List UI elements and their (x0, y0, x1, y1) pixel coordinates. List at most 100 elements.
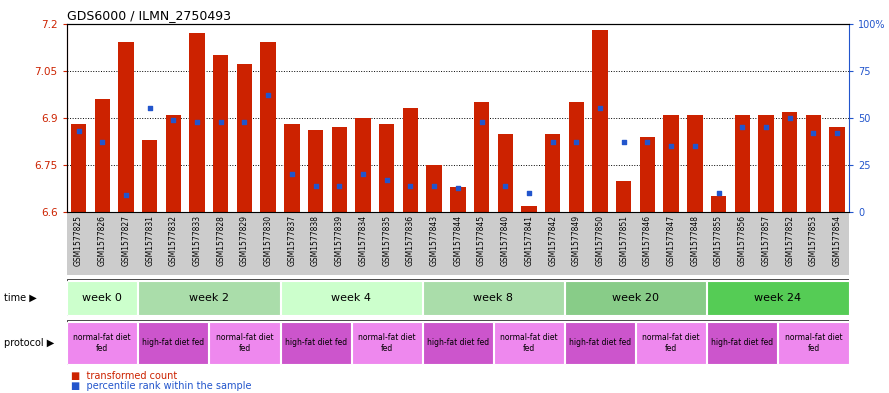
Bar (829, 127, 845, 212)
Point (119, 192, 133, 198)
Bar (94, 99, 110, 212)
Bar (118, 42, 133, 212)
Point (261, 92, 276, 98)
Point (308, 183, 323, 189)
Bar (734, 115, 750, 212)
Bar (565, 281, 706, 315)
Point (664, 143, 678, 149)
Point (356, 171, 370, 178)
Bar (284, 124, 300, 212)
Bar (498, 134, 513, 212)
Point (498, 183, 512, 189)
Bar (71, 124, 86, 212)
Point (95, 139, 109, 145)
Bar (356, 118, 371, 212)
Bar (260, 42, 276, 212)
Bar (236, 64, 252, 212)
Point (830, 130, 845, 136)
Bar (210, 322, 279, 364)
Text: normal-fat diet
fed: normal-fat diet fed (358, 333, 415, 353)
Point (522, 190, 536, 196)
Bar (708, 281, 848, 315)
Bar (423, 322, 493, 364)
Bar (450, 187, 466, 212)
Bar (545, 134, 560, 212)
Point (237, 119, 252, 125)
Point (806, 130, 821, 136)
Text: normal-fat diet
fed: normal-fat diet fed (216, 333, 273, 353)
Bar (521, 206, 537, 212)
Point (166, 117, 180, 123)
Text: GDS6000 / ILMN_2750493: GDS6000 / ILMN_2750493 (67, 9, 230, 22)
Bar (663, 115, 679, 212)
Text: high-fat diet fed: high-fat diet fed (569, 338, 631, 347)
Text: week 4: week 4 (332, 293, 371, 303)
Bar (379, 124, 395, 212)
Point (332, 183, 347, 189)
Bar (616, 181, 631, 212)
Bar (711, 196, 726, 212)
Point (451, 185, 465, 191)
Point (782, 115, 797, 121)
Point (688, 143, 702, 149)
Point (190, 119, 204, 125)
Text: high-fat diet fed: high-fat diet fed (427, 338, 489, 347)
Bar (427, 165, 442, 212)
Bar (687, 115, 702, 212)
Text: ■  transformed count: ■ transformed count (71, 371, 178, 381)
Text: high-fat diet fed: high-fat diet fed (284, 338, 347, 347)
Text: week 20: week 20 (613, 293, 659, 303)
Bar (423, 281, 564, 315)
Text: normal-fat diet
fed: normal-fat diet fed (501, 333, 557, 353)
Text: time ▶: time ▶ (4, 293, 37, 303)
Bar (352, 322, 421, 364)
Point (213, 119, 228, 125)
Text: week 8: week 8 (474, 293, 513, 303)
Text: normal-fat diet
fed: normal-fat diet fed (643, 333, 700, 353)
Bar (281, 281, 421, 315)
Bar (494, 322, 564, 364)
Point (475, 119, 489, 125)
Text: normal-fat diet
fed: normal-fat diet fed (74, 333, 131, 353)
Point (735, 124, 749, 130)
Bar (805, 115, 821, 212)
Bar (213, 55, 228, 212)
Bar (592, 30, 608, 212)
Bar (779, 322, 848, 364)
Bar (308, 130, 324, 212)
Text: week 0: week 0 (83, 293, 122, 303)
Bar (637, 322, 706, 364)
Bar (142, 140, 157, 212)
Bar (758, 115, 773, 212)
Bar (139, 281, 279, 315)
Point (71, 128, 85, 134)
Point (640, 139, 654, 145)
Bar (403, 108, 418, 212)
Bar (189, 33, 204, 212)
Bar (474, 102, 489, 212)
Point (759, 124, 773, 130)
Bar (281, 322, 350, 364)
Bar (565, 322, 635, 364)
Bar (165, 115, 181, 212)
Point (569, 139, 583, 145)
Text: protocol ▶: protocol ▶ (4, 338, 55, 348)
Text: ■  percentile rank within the sample: ■ percentile rank within the sample (71, 381, 252, 391)
Bar (332, 127, 347, 212)
Bar (640, 137, 655, 212)
Point (711, 190, 725, 196)
Text: high-fat diet fed: high-fat diet fed (142, 338, 204, 347)
Point (284, 171, 299, 178)
Point (142, 105, 156, 112)
Point (404, 183, 418, 189)
Point (593, 105, 607, 112)
Text: week 2: week 2 (189, 293, 228, 303)
Text: week 24: week 24 (754, 293, 802, 303)
Bar (708, 322, 777, 364)
Bar (139, 322, 208, 364)
Bar (68, 322, 137, 364)
Bar (782, 112, 797, 212)
Bar (68, 281, 137, 315)
Text: normal-fat diet
fed: normal-fat diet fed (785, 333, 842, 353)
Point (380, 177, 394, 183)
